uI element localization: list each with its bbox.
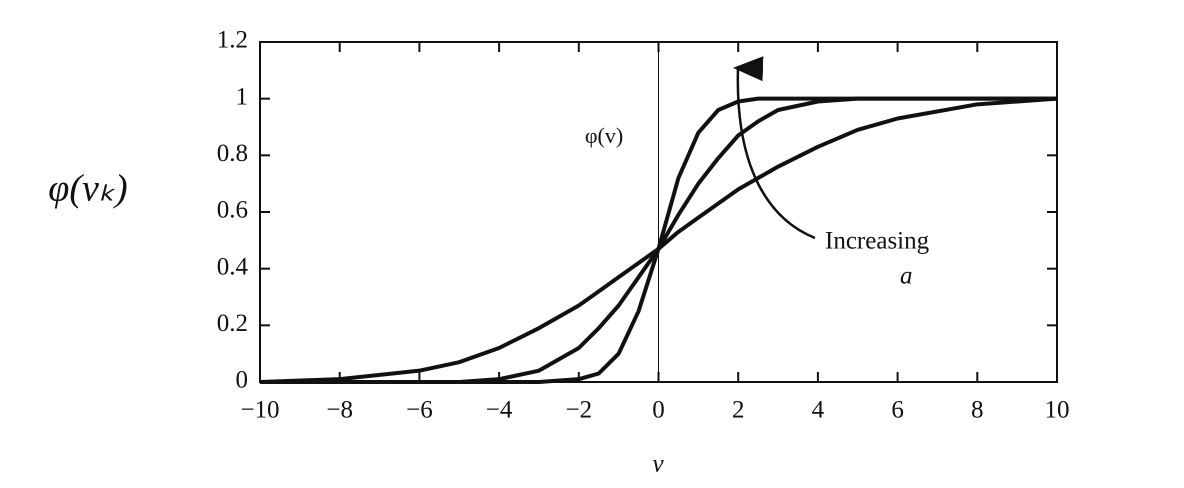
y-tick-label: 1 xyxy=(236,83,249,110)
x-tick-label: 6 xyxy=(891,397,904,424)
x-tick-label: −8 xyxy=(326,397,353,424)
y-tick-label: 0 xyxy=(236,367,249,394)
x-tick-label: 8 xyxy=(971,397,984,424)
x-axis-label: v xyxy=(652,451,664,478)
y-tick-label: 1.2 xyxy=(217,27,248,54)
x-tick-label: −10 xyxy=(240,397,279,424)
annotation: a xyxy=(900,263,913,290)
x-tick-label: 10 xyxy=(1045,397,1070,424)
curve xyxy=(259,96,1058,384)
x-tick-label: −6 xyxy=(406,397,433,424)
x-tick-label: 4 xyxy=(812,397,825,424)
y-tick-label: 0.4 xyxy=(217,253,249,280)
curve-label: φ(v) xyxy=(585,123,623,148)
y-tick-label: 0.6 xyxy=(217,197,248,224)
x-tick-label: 2 xyxy=(732,397,745,424)
annotation: Increasing xyxy=(825,228,930,255)
x-tick-label: −2 xyxy=(565,397,592,424)
y-tick-label: 0.8 xyxy=(217,140,248,167)
x-tick-label: 0 xyxy=(652,397,665,424)
curve xyxy=(260,96,1057,384)
x-tick-label: −4 xyxy=(486,397,513,424)
y-axis-label: φ(vₖ) xyxy=(48,168,127,210)
y-tick-label: 0.2 xyxy=(217,310,248,337)
